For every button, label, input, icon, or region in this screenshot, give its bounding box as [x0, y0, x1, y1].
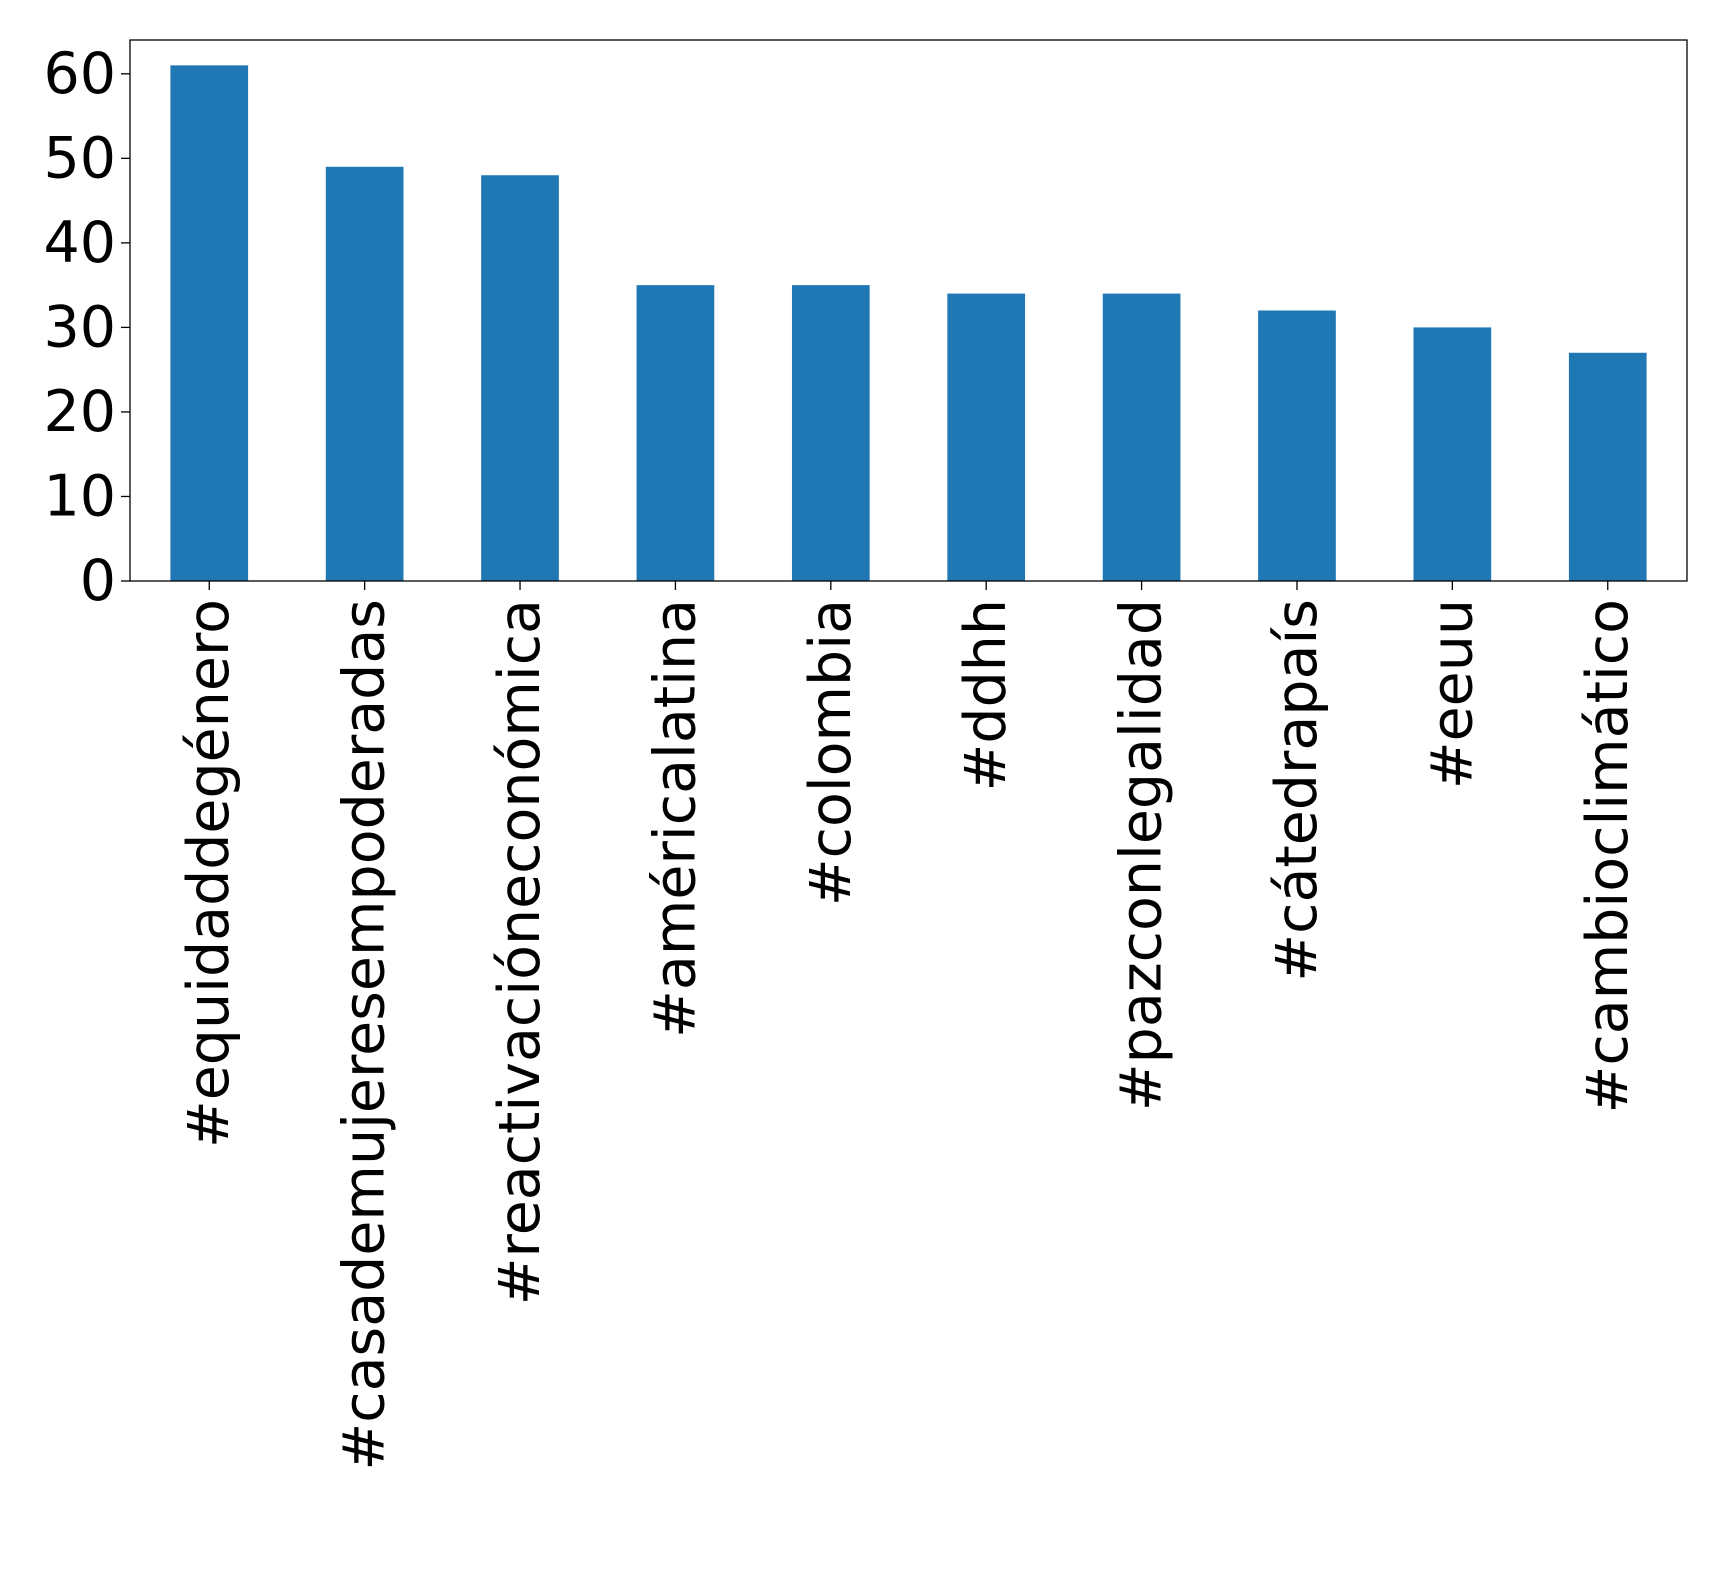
bar: [1258, 310, 1336, 581]
x-axis: #equidaddegénero #casademujeresempoderada…: [176, 581, 1641, 1470]
x-tick-label: #cátedrapaís: [1264, 599, 1330, 982]
bar: [1102, 293, 1181, 581]
x-tick-label: #equidaddegénero: [176, 599, 242, 1148]
x-tick-label: #colombia: [798, 599, 864, 906]
y-tick-label: 30: [43, 294, 116, 360]
bar: [636, 285, 715, 581]
bar: [791, 285, 870, 581]
bar: [1413, 327, 1492, 581]
x-tick-label: #ddhh: [953, 599, 1019, 791]
y-tick-label: 60: [43, 41, 116, 107]
bars-group: [170, 65, 1647, 581]
y-axis: 0 10 20 30 40 50 60: [43, 41, 130, 614]
x-tick-label: #casademujeresempoderadas: [332, 599, 398, 1470]
y-tick-label: 40: [43, 210, 116, 276]
y-tick-label: 50: [43, 125, 116, 191]
bar: [325, 166, 404, 581]
x-tick-label: #eeuu: [1419, 599, 1485, 789]
bar: [170, 65, 249, 581]
y-tick-label: 20: [43, 379, 116, 445]
x-tick-label: #cambioclimático: [1575, 599, 1641, 1113]
bar: [947, 293, 1026, 581]
bar: [1568, 352, 1647, 581]
x-tick-label: #américalatina: [642, 599, 708, 1038]
x-tick-label: #reactivacióneconómica: [487, 599, 553, 1305]
y-tick-label: 10: [43, 463, 116, 529]
y-tick-label: 0: [80, 548, 116, 614]
x-tick-label: #pazconlegalidad: [1109, 599, 1175, 1111]
bar: [481, 175, 559, 581]
plot-frame: [129, 39, 1688, 582]
